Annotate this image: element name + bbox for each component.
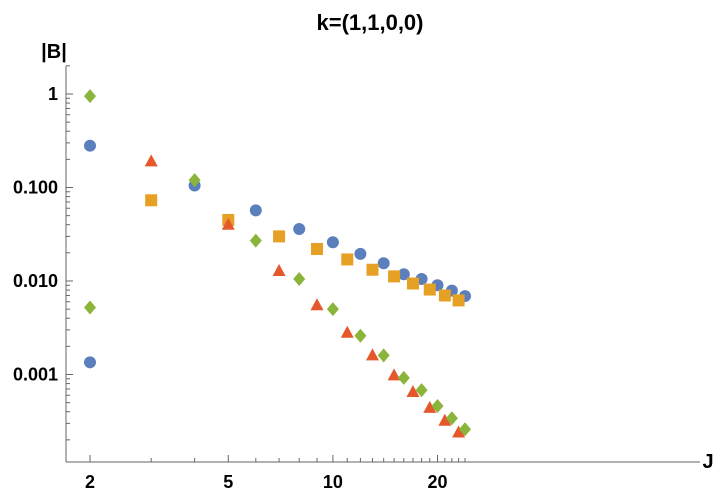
data-points <box>84 89 472 438</box>
data-point-triangle <box>406 384 420 397</box>
data-point-diamond <box>354 328 367 343</box>
data-point-diamond <box>293 272 306 287</box>
data-point-diamond <box>84 89 96 104</box>
x-tick-label: 2 <box>85 472 95 492</box>
data-point-square <box>388 270 401 283</box>
data-point-triangle <box>423 400 437 413</box>
data-point-square <box>438 289 451 302</box>
x-tick-label: 5 <box>223 472 233 492</box>
data-point-square <box>452 294 465 307</box>
data-point-circle <box>354 247 367 260</box>
data-point-diamond <box>188 173 201 188</box>
data-point-square <box>423 283 436 296</box>
data-point-triangle <box>452 425 466 438</box>
data-point-square <box>406 277 419 290</box>
data-point-diamond <box>415 383 428 398</box>
axis-ticks: 2 5 10 20 1 0.100 0.010 0.001 <box>13 65 466 492</box>
data-point-circle <box>326 236 339 249</box>
data-point-diamond <box>377 348 390 363</box>
chart-title: k=(1,1,0,0) <box>316 10 423 35</box>
data-point-circle <box>377 257 390 270</box>
data-point-triangle <box>310 298 324 311</box>
x-tick-label: 10 <box>323 472 343 492</box>
y-axis-label: |B| <box>41 41 67 63</box>
data-point-circle <box>293 222 306 235</box>
data-point-diamond <box>459 422 472 437</box>
data-point-square <box>341 253 354 266</box>
y-tick-label: 0.010 <box>13 271 58 291</box>
data-point-circle <box>84 356 96 369</box>
data-point-diamond <box>84 300 96 315</box>
y-tick-label: 0.100 <box>13 178 58 198</box>
data-point-triangle <box>221 217 235 230</box>
data-point-square <box>366 263 379 276</box>
data-point-diamond <box>326 302 339 317</box>
y-tick-label: 1 <box>48 84 58 104</box>
data-point-circle <box>249 204 262 217</box>
data-point-circle <box>397 268 410 281</box>
y-tick-label: 0.001 <box>13 365 58 385</box>
x-axis-label: J <box>702 451 713 473</box>
data-point-diamond <box>397 370 410 385</box>
data-point-square <box>273 230 286 243</box>
data-point-diamond <box>431 399 444 414</box>
data-point-triangle <box>144 154 158 167</box>
data-point-diamond <box>249 233 262 248</box>
data-point-triangle <box>272 263 286 276</box>
data-point-triangle <box>365 348 379 361</box>
data-point-triangle <box>387 368 401 381</box>
x-tick-label: 20 <box>427 472 447 492</box>
data-point-triangle <box>438 413 452 426</box>
data-point-square <box>145 194 158 207</box>
data-point-square <box>310 242 323 255</box>
data-point-diamond <box>445 411 458 426</box>
data-point-triangle <box>340 325 354 338</box>
data-point-circle <box>84 139 96 152</box>
